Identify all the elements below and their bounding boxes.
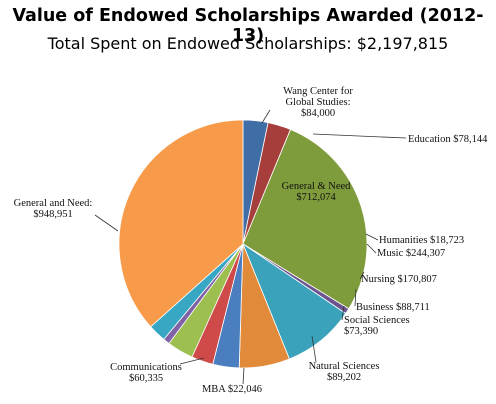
slice-label-6: Business $88,711	[356, 302, 430, 313]
leader-line-3	[365, 233, 379, 241]
slice-label-8: Natural Sciences $89,202	[309, 361, 380, 383]
leader-line-7	[341, 305, 345, 321]
leader-line-1	[312, 133, 407, 139]
leader-line-11	[94, 214, 119, 232]
slice-label-2: General & Need $712,074	[282, 181, 352, 203]
leader-line-0	[261, 109, 271, 124]
chart-title: Value of Endowed Scholarships Awarded (2…	[12, 6, 484, 46]
slice-label-3: Humanities $18,723	[379, 235, 464, 246]
pie-slice-11	[118, 119, 244, 328]
leader-line-9	[242, 367, 245, 385]
leader-line-10	[179, 357, 205, 365]
pie-slice-2	[242, 128, 368, 310]
slice-label-5: Nursing $170,807	[361, 274, 437, 285]
chart-subtitle: Total Spent on Endowed Scholarships: $2,…	[47, 34, 449, 53]
leader-line-5	[359, 271, 365, 280]
slice-label-9: MBA $22,046	[202, 384, 262, 395]
slice-label-4: Music $244,307	[377, 248, 445, 259]
slice-label-7: Social Sciences $73,390	[344, 315, 410, 337]
leader-line-4	[366, 243, 377, 254]
slice-label-11: General and Need: $948,951	[14, 198, 93, 220]
slice-label-1: Education $78,144	[408, 134, 488, 145]
slice-label-0: Wang Center for Global Studies: $84,000	[283, 86, 353, 119]
slice-label-10: Communications $60,335	[110, 362, 182, 384]
leader-line-6	[354, 288, 357, 307]
leader-line-8	[311, 335, 317, 363]
